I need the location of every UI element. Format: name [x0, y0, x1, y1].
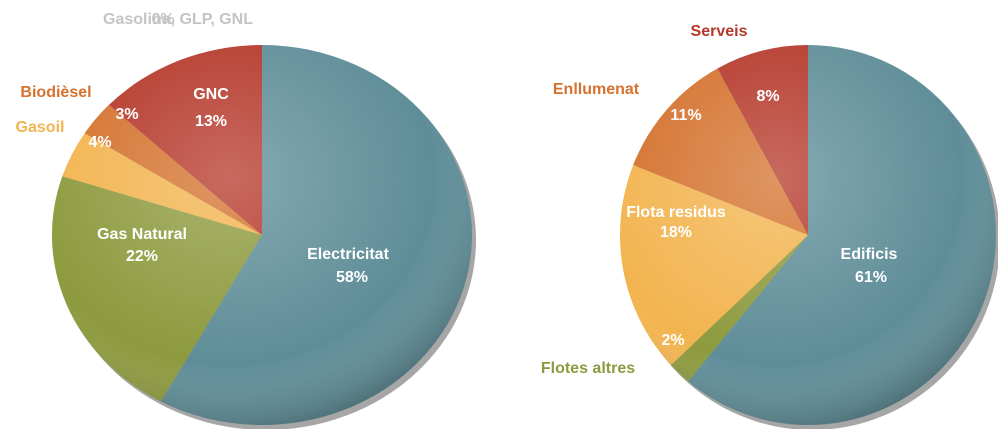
slice-value: 58%	[336, 269, 368, 286]
slice-label: GNC	[193, 86, 229, 103]
slice-label: Gas Natural	[97, 226, 187, 243]
slice-value: 8%	[756, 88, 779, 105]
slice-label: Edificis	[841, 246, 898, 263]
slice-label: Biodièsel	[20, 84, 91, 101]
slice-value: 4%	[88, 134, 111, 151]
slice-value: 2%	[661, 332, 684, 349]
slice-value: 61%	[855, 269, 887, 286]
slice-value: 22%	[126, 248, 158, 265]
slice-value: 0%	[151, 11, 174, 28]
slice-label: Gasolina, GLP, GNL	[103, 11, 253, 28]
slice-value: 18%	[660, 224, 692, 241]
slice-value: 13%	[195, 113, 227, 130]
slice-label: Flotes altres	[541, 360, 635, 377]
slice-label: Serveis	[691, 23, 748, 40]
slice-value: 11%	[670, 107, 701, 124]
slice-label: Flota residus	[626, 204, 726, 221]
slice-label: Electricitat	[307, 246, 389, 263]
slice-label: Enllumenat	[553, 81, 640, 98]
slice-value: 3%	[115, 106, 138, 123]
slice-label: Gasoil	[16, 119, 65, 136]
